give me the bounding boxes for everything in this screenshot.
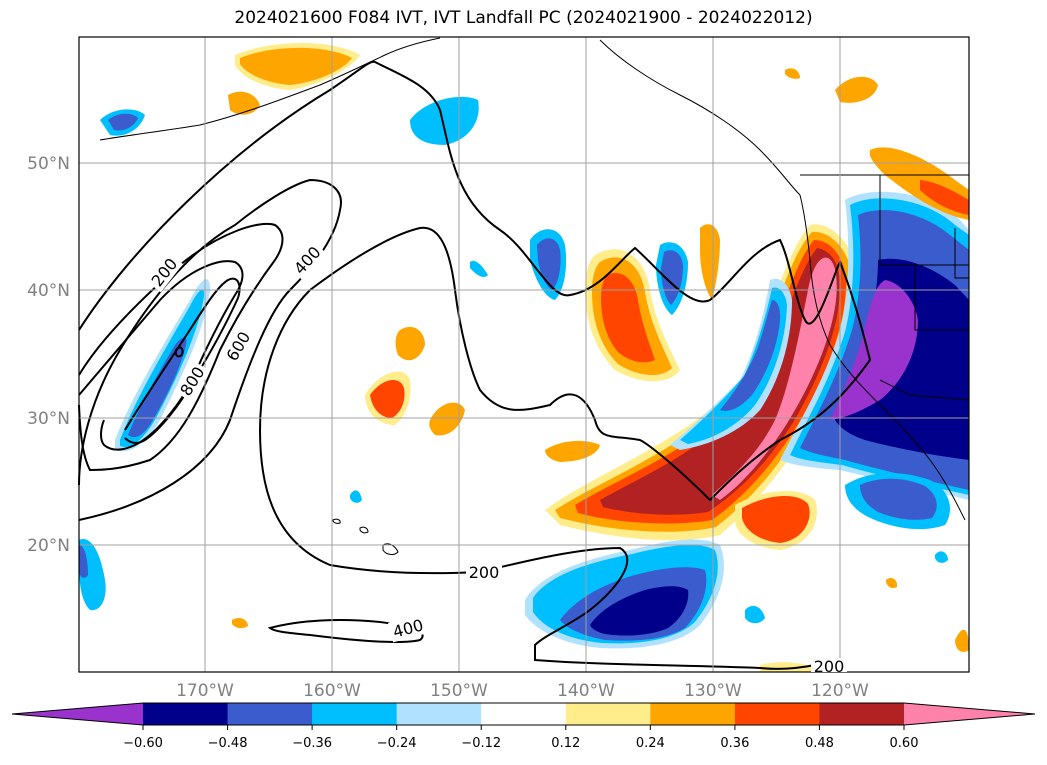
colorbar-tick-label: −0.36 [292,736,332,751]
np-blue-1 [410,96,479,145]
state-line-2 [914,265,969,331]
np-blue-2b [108,113,138,131]
longitude-labels: 170°W 160°W 150°W 140°W 130°W 120°W [176,681,869,701]
small-blue-3 [935,551,948,563]
small-orange-5 [785,68,800,79]
alaska-coast [99,37,441,141]
ivt-contours [78,60,872,670]
state-line-1 [879,175,969,266]
lat-label: 20°N [27,536,70,556]
hawaii-1 [382,543,399,555]
colorbar-tick-label: 0.12 [551,736,580,751]
contour-600 [78,260,244,451]
blob-orange-1b [370,379,405,418]
contour-label-group: 200 400 600 800 200 400 200 [145,239,847,676]
se-blue-royal [860,478,937,520]
ne-orange-red [920,180,969,215]
blob-orange-5 [700,224,720,300]
graticule [79,37,969,672]
plume-pink [712,257,837,500]
lon-label: 130°W [684,681,742,701]
small-blue-1 [470,260,488,278]
colorbar-tick-label: 0.48 [805,736,834,751]
colorbar-box [396,703,482,725]
colorbar-right-extension [904,703,1035,725]
lat-label: 30°N [27,409,70,429]
contour-400-south [267,619,424,644]
nw-orange [240,47,352,85]
mid-ocean-orange-red [601,272,655,363]
colorbar-box [734,703,820,725]
center-blue-2b [661,250,683,305]
contour-200-west [78,178,342,521]
colorbar: −0.60 −0.48 −0.36 −0.24 −0.12 0.12 0.24 0.36 0.4… [11,702,1036,751]
colorbar-box [819,703,905,725]
contour-label: 200 [469,563,500,582]
latitude-labels: 50°N 40°N 30°N 20°N [27,154,70,556]
lon-label: 120°W [811,681,869,701]
colorbar-box [650,703,736,725]
coastlines [99,37,970,555]
colorbar-tick-label: −0.12 [461,736,501,751]
small-orange-2 [886,577,898,589]
contour-label: 200 [814,657,845,676]
small-orange-1 [232,617,248,629]
lat-label: 50°N [27,154,70,174]
hawaii-3 [332,518,341,524]
ne-orange-small [835,76,878,103]
hawaii-2 [359,526,369,534]
colorbar-box [227,703,313,725]
small-orange-3 [955,629,969,652]
colorbar-box [143,703,229,725]
colorbar-tick-label: 0.24 [636,736,665,751]
bc-coast [599,39,801,196]
east-purple [830,280,918,420]
small-blue-4 [350,490,362,503]
west-blue-royal [128,337,187,438]
blob-red-6b [742,496,810,543]
lon-label: 150°W [430,681,488,701]
colorbar-tick-label: 0.36 [720,736,749,751]
plume-orange-red [575,240,846,524]
colorbar-tick-label: 0.60 [890,736,919,751]
south-blue-navy [590,586,689,636]
sw-blue-b [79,545,88,578]
state-line-3 [954,228,969,279]
lon-label: 170°W [176,681,234,701]
contour-blob-800-small [174,346,184,358]
colorbar-tick-label: −0.48 [208,736,248,751]
small-blue-2 [745,605,765,624]
map-title: 2024021600 F084 IVT, IVT Landfall PC (20… [234,8,813,28]
colorbar-tick-label: −0.60 [123,736,163,751]
colorbar-box [481,703,567,725]
colorbar-left-extension [12,703,143,725]
blob-orange-3 [429,402,465,436]
mexico-border [879,379,970,401]
nw-orange-small [228,91,260,115]
colorbar-box [565,703,651,725]
mid-blue-light [670,278,792,450]
contour-200-main [78,60,872,670]
lon-label: 140°W [557,681,615,701]
map-frame [78,36,970,673]
colorbar-box [312,703,398,725]
colorbar-tick-label: −0.24 [377,736,417,751]
lat-label: 40°N [27,281,70,301]
us-west-coast [799,194,966,521]
blob-orange-2 [395,326,425,361]
lon-label: 160°W [303,681,361,701]
mid-blue-royal [720,300,781,411]
